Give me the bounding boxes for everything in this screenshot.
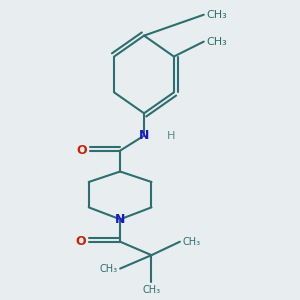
Text: O: O <box>77 144 87 157</box>
Text: CH₃: CH₃ <box>207 37 227 46</box>
Text: CH₃: CH₃ <box>142 285 160 295</box>
Text: O: O <box>75 235 86 248</box>
Text: CH₃: CH₃ <box>99 264 117 274</box>
Text: H: H <box>167 131 175 141</box>
Text: N: N <box>115 213 125 226</box>
Text: N: N <box>139 129 149 142</box>
Text: CH₃: CH₃ <box>207 10 227 20</box>
Text: CH₃: CH₃ <box>183 237 201 247</box>
